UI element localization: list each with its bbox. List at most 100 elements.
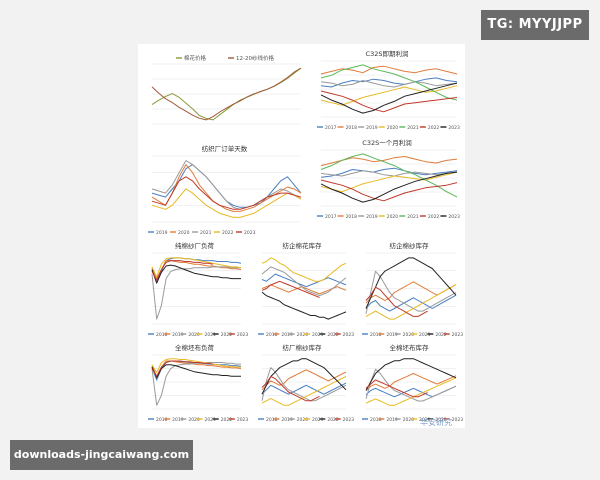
legend-label: 2023 bbox=[343, 417, 355, 423]
legend-label: 2019 bbox=[281, 332, 293, 338]
legend-label: 12-20纱线价格 bbox=[236, 54, 274, 62]
legend-label: 2018 bbox=[370, 417, 382, 423]
series-line bbox=[320, 80, 458, 88]
chart-3: C32S即期利润 2017 2018 2019 2020 2021 2022 2023 bbox=[317, 49, 460, 131]
chart-5: 纯棉纱厂负荷 2018 2019 2020 2021 2022 2023 bbox=[148, 241, 248, 338]
series-line bbox=[151, 358, 241, 373]
legend-label: 2018 bbox=[266, 417, 278, 423]
legend-label: 2019 bbox=[386, 417, 398, 423]
series-line bbox=[151, 257, 242, 278]
legend-label: 2018 bbox=[156, 417, 168, 423]
series-line bbox=[320, 82, 458, 114]
chart-title: 全棉坯布库存 bbox=[390, 343, 430, 352]
legend-label: 2022 bbox=[435, 332, 447, 338]
legend-label: 棉花价格 bbox=[184, 54, 207, 62]
series-line bbox=[320, 171, 458, 193]
series-line bbox=[320, 170, 458, 177]
legend-label: 2019 bbox=[172, 417, 184, 423]
legend-label: 2021 bbox=[312, 417, 324, 423]
legend-label: 2019 bbox=[386, 332, 398, 338]
legend-label: 2021 bbox=[200, 230, 212, 236]
chart-1: 棉花价格 12-20纱线价格 bbox=[151, 54, 302, 125]
download-site-badge: downloads-jingcaiwang.com bbox=[10, 440, 193, 470]
series-line bbox=[151, 364, 241, 379]
chart-title: 纺织厂订单天数 bbox=[202, 144, 248, 153]
chart-title: 纺厂棉纱库存 bbox=[283, 343, 323, 352]
legend-label: 2019 bbox=[156, 230, 168, 236]
series-line bbox=[365, 257, 457, 309]
chart-7: 纺企棉纱库存 2018 2019 2020 2021 2022 2023 bbox=[362, 241, 463, 338]
series-line bbox=[151, 260, 242, 280]
legend-label: 2023 bbox=[237, 332, 249, 338]
chart-title: 纺企棉花库存 bbox=[283, 241, 323, 250]
legend-label: 2023 bbox=[237, 417, 249, 423]
series-line bbox=[261, 280, 320, 298]
series-line bbox=[151, 362, 241, 406]
legend-label: 2021 bbox=[419, 332, 431, 338]
chart-title: 全棉坯布负荷 bbox=[175, 343, 215, 352]
legend-label: 2021 bbox=[407, 125, 419, 131]
series-line bbox=[261, 369, 347, 391]
legend-label: 2019 bbox=[366, 125, 378, 131]
legend-label: 2022 bbox=[428, 214, 440, 220]
chart-title: 纺企棉纱库存 bbox=[390, 241, 430, 250]
chart-4: C32S一个月利润 2017 2018 2019 2020 2021 2022 2023 bbox=[317, 138, 460, 220]
legend-label: 2023 bbox=[244, 230, 256, 236]
legend-label: 2021 bbox=[205, 417, 217, 423]
legend-label: 2022 bbox=[221, 417, 233, 423]
legend-label: 2020 bbox=[297, 417, 309, 423]
legend-label: 2023 bbox=[452, 417, 464, 423]
series-line bbox=[320, 179, 458, 202]
legend-label: 2022 bbox=[221, 332, 233, 338]
legend-label: 2023 bbox=[448, 125, 460, 131]
series-line bbox=[320, 171, 458, 203]
chart-6: 纺企棉花库存 2018 2019 2020 2021 2022 2023 bbox=[258, 241, 354, 338]
legend-label: 2022 bbox=[327, 332, 339, 338]
legend-label: 2021 bbox=[205, 332, 217, 338]
legend-label: 2021 bbox=[312, 332, 324, 338]
legend-label: 2019 bbox=[172, 332, 184, 338]
series-line bbox=[151, 260, 213, 281]
legend-label: 2021 bbox=[407, 214, 419, 220]
legend-label: 2018 bbox=[346, 125, 358, 131]
legend-label: 2020 bbox=[387, 214, 399, 220]
series-line bbox=[320, 153, 458, 198]
legend-label: 2019 bbox=[281, 417, 293, 423]
series-line bbox=[365, 294, 457, 312]
legend-label: 2023 bbox=[448, 214, 460, 220]
series-line bbox=[365, 358, 457, 391]
legend-label: 2021 bbox=[419, 417, 431, 423]
series-line bbox=[320, 90, 458, 113]
legend-label: 2022 bbox=[222, 230, 234, 236]
legend-label: 2018 bbox=[346, 214, 358, 220]
series-line bbox=[320, 167, 458, 178]
legend-label: 2020 bbox=[387, 125, 399, 131]
legend-label: 2022 bbox=[435, 417, 447, 423]
series-line bbox=[151, 160, 302, 210]
series-line bbox=[151, 360, 213, 377]
legend-label: 2017 bbox=[325, 125, 337, 131]
legend-label: 2020 bbox=[178, 230, 190, 236]
series-line bbox=[261, 266, 347, 297]
series-line bbox=[365, 270, 457, 314]
series-line bbox=[151, 264, 241, 284]
chart-title: 纯棉纱厂负荷 bbox=[175, 241, 215, 250]
series-line bbox=[261, 257, 347, 282]
legend-label: 2017 bbox=[325, 214, 337, 220]
series-line bbox=[320, 64, 458, 101]
legend-label: 2018 bbox=[370, 332, 382, 338]
legend-label: 2018 bbox=[156, 332, 168, 338]
series-line bbox=[365, 377, 457, 406]
legend-label: 2020 bbox=[188, 417, 200, 423]
series-line bbox=[365, 284, 457, 320]
series-line bbox=[261, 376, 320, 402]
legend-label: 2020 bbox=[297, 332, 309, 338]
legend-label: 2020 bbox=[403, 417, 415, 423]
legend-label: 2023 bbox=[343, 332, 355, 338]
chart-title: C32S一个月利润 bbox=[362, 138, 411, 147]
legend-label: 2019 bbox=[366, 214, 378, 220]
series-line bbox=[151, 188, 302, 218]
series-line bbox=[261, 358, 347, 395]
